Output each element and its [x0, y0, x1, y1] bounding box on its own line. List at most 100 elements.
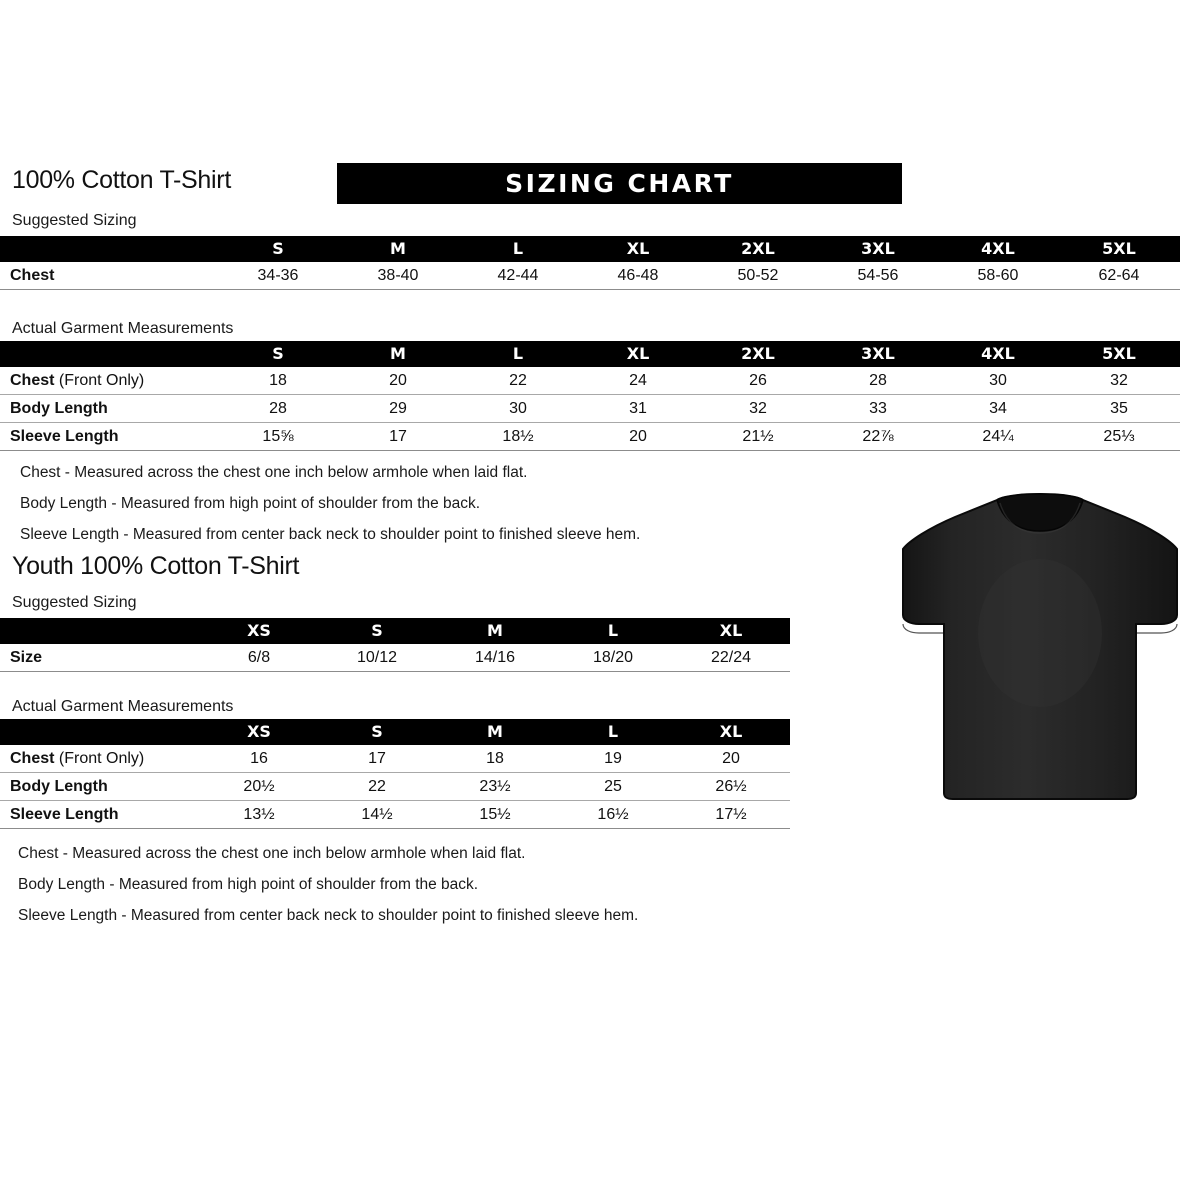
measurement-cell: 62-64: [1058, 262, 1180, 290]
measurement-cell: 24¼: [938, 422, 1058, 451]
measurement-cell: 50-52: [698, 262, 818, 290]
measurement-cell: 33: [818, 394, 938, 423]
measurement-cell: 28: [818, 367, 938, 395]
table-body: Chest (Front Only) 16 17 18 19 20 Body Length 2…: [0, 745, 790, 829]
measurement-note: Body Length - Measured from high point o…: [18, 876, 479, 893]
measurement-cell: 20½: [200, 772, 318, 801]
measurement-cell: 24: [578, 367, 698, 395]
measurement-cell: 18: [218, 367, 338, 395]
column-header-s: S: [218, 341, 338, 367]
adult-suggested-sizing-table: S M L XL 2XL 3XL 4XL 5XL Chest 34-36 38-40 42-44 46…: [0, 236, 1180, 290]
table-body: Chest (Front Only) 18 20 22 24 26 28 30 32 Body L…: [0, 367, 1180, 451]
table-header-row: XS S M L XL: [0, 719, 790, 745]
row-header: Size: [0, 644, 200, 672]
column-header-xs: XS: [200, 719, 318, 745]
measurement-cell: 18/20: [554, 644, 672, 672]
row-header-label: Size: [10, 649, 43, 666]
measurement-cell: 28: [218, 394, 338, 423]
measurement-cell: 25⅓: [1058, 422, 1180, 451]
adult-measurement-notes: Chest - Measured across the chest one in…: [20, 457, 640, 550]
measurement-cell: 22: [318, 772, 436, 801]
measurement-cell: 32: [1058, 367, 1180, 395]
column-header-m: M: [436, 618, 554, 644]
column-header-4xl: 4XL: [938, 341, 1058, 367]
youth-measurement-notes: Chest - Measured across the chest one in…: [18, 838, 638, 931]
column-header-l: L: [458, 236, 578, 262]
youth-product-heading: Youth 100% Cotton T-Shirt: [12, 552, 300, 580]
measurement-note: Body Length - Measured from high point o…: [20, 495, 481, 512]
measurement-cell: 22: [458, 367, 578, 395]
measurement-note: Sleeve Length - Measured from center bac…: [18, 907, 639, 924]
row-header-suffix: (Front Only): [54, 372, 145, 389]
measurement-cell: 16: [200, 745, 318, 773]
measurement-cell: 16½: [554, 800, 672, 829]
row-header-label: Chest: [10, 750, 55, 767]
measurement-cell: 19: [554, 745, 672, 773]
measurement-cell: 25: [554, 772, 672, 801]
table-row: Body Length 28 29 30 31 32 33 34 35: [0, 394, 1180, 423]
row-header-label: Chest: [10, 372, 55, 389]
measurement-cell: 31: [578, 394, 698, 423]
tshirt-product-image: [893, 483, 1187, 805]
adult-actual-measurements-table: S M L XL 2XL 3XL 4XL 5XL Chest (Front Only) 18 20…: [0, 341, 1180, 451]
measurement-cell: 23½: [436, 772, 554, 801]
row-header: Body Length: [0, 394, 218, 423]
measurement-cell: 22/24: [672, 644, 790, 672]
youth-corner-cell: [0, 719, 200, 745]
measurement-cell: 26½: [672, 772, 790, 801]
measurement-cell: 30: [458, 394, 578, 423]
measurement-cell: 26: [698, 367, 818, 395]
youth-suggested-sizing-table: XS S M L XL Size 6/8 10/12 14/16 18/20 22/24: [0, 618, 790, 672]
measurement-cell: 35: [1058, 394, 1180, 423]
row-header-suffix: (Front Only): [54, 750, 145, 767]
table-row: Chest (Front Only) 16 17 18 19 20: [0, 745, 790, 773]
table-row: Sleeve Length 13½ 14½ 15½ 16½ 17½: [0, 800, 790, 829]
column-header-xl: XL: [672, 618, 790, 644]
tshirt-icon: [902, 492, 1178, 800]
measurement-cell: 15⅝: [218, 422, 338, 451]
youth-suggested-sizing-caption: Suggested Sizing: [12, 594, 137, 611]
measurement-cell: 20: [578, 422, 698, 451]
measurement-cell: 34-36: [218, 262, 338, 290]
column-header-3xl: 3XL: [818, 236, 938, 262]
measurement-cell: 38-40: [338, 262, 458, 290]
column-header-l: L: [554, 618, 672, 644]
measurement-cell: 18: [436, 745, 554, 773]
table-row: Sleeve Length 15⅝ 17 18½ 20 21½ 22⅞ 24¼ 25⅓: [0, 422, 1180, 451]
sizing-chart-banner: SIZING CHART: [337, 163, 902, 204]
table-body: Chest 34-36 38-40 42-44 46-48 50-52 54-56 58-60…: [0, 262, 1180, 290]
row-header: Sleeve Length: [0, 800, 200, 829]
column-header-xs: XS: [200, 618, 318, 644]
measurement-note: Chest - Measured across the chest one in…: [20, 464, 528, 481]
table-row: Body Length 20½ 22 23½ 25 26½: [0, 772, 790, 801]
row-header: Chest (Front Only): [0, 367, 218, 395]
row-header-label: Body Length: [10, 778, 108, 795]
measurement-cell: 14/16: [436, 644, 554, 672]
row-header: Body Length: [0, 772, 200, 801]
measurement-cell: 34: [938, 394, 1058, 423]
youth-corner-cell: [0, 618, 200, 644]
column-header-s: S: [318, 618, 436, 644]
measurement-cell: 54-56: [818, 262, 938, 290]
youth-actual-measurements-table: XS S M L XL Chest (Front Only) 16 17 18 19 20 Body…: [0, 719, 790, 829]
column-header-s: S: [318, 719, 436, 745]
row-header: Sleeve Length: [0, 422, 218, 451]
measurement-cell: 30: [938, 367, 1058, 395]
table-row: Chest (Front Only) 18 20 22 24 26 28 30 32: [0, 367, 1180, 395]
adult-product-heading: 100% Cotton T-Shirt: [12, 166, 231, 194]
row-header-label: Body Length: [10, 400, 108, 417]
sizing-chart-banner-label: SIZING CHART: [505, 169, 734, 198]
adult-actual-measurements-caption: Actual Garment Measurements: [12, 320, 234, 337]
column-header-4xl: 4XL: [938, 236, 1058, 262]
adult-corner-cell: [0, 341, 218, 367]
table-header-row: S M L XL 2XL 3XL 4XL 5XL: [0, 236, 1180, 262]
column-header-2xl: 2XL: [698, 341, 818, 367]
column-header-m: M: [338, 341, 458, 367]
measurement-cell: 18½: [458, 422, 578, 451]
column-header-xl: XL: [672, 719, 790, 745]
adult-corner-cell: [0, 236, 218, 262]
measurement-cell: 15½: [436, 800, 554, 829]
measurement-cell: 58-60: [938, 262, 1058, 290]
table-body: Size 6/8 10/12 14/16 18/20 22/24: [0, 644, 790, 672]
